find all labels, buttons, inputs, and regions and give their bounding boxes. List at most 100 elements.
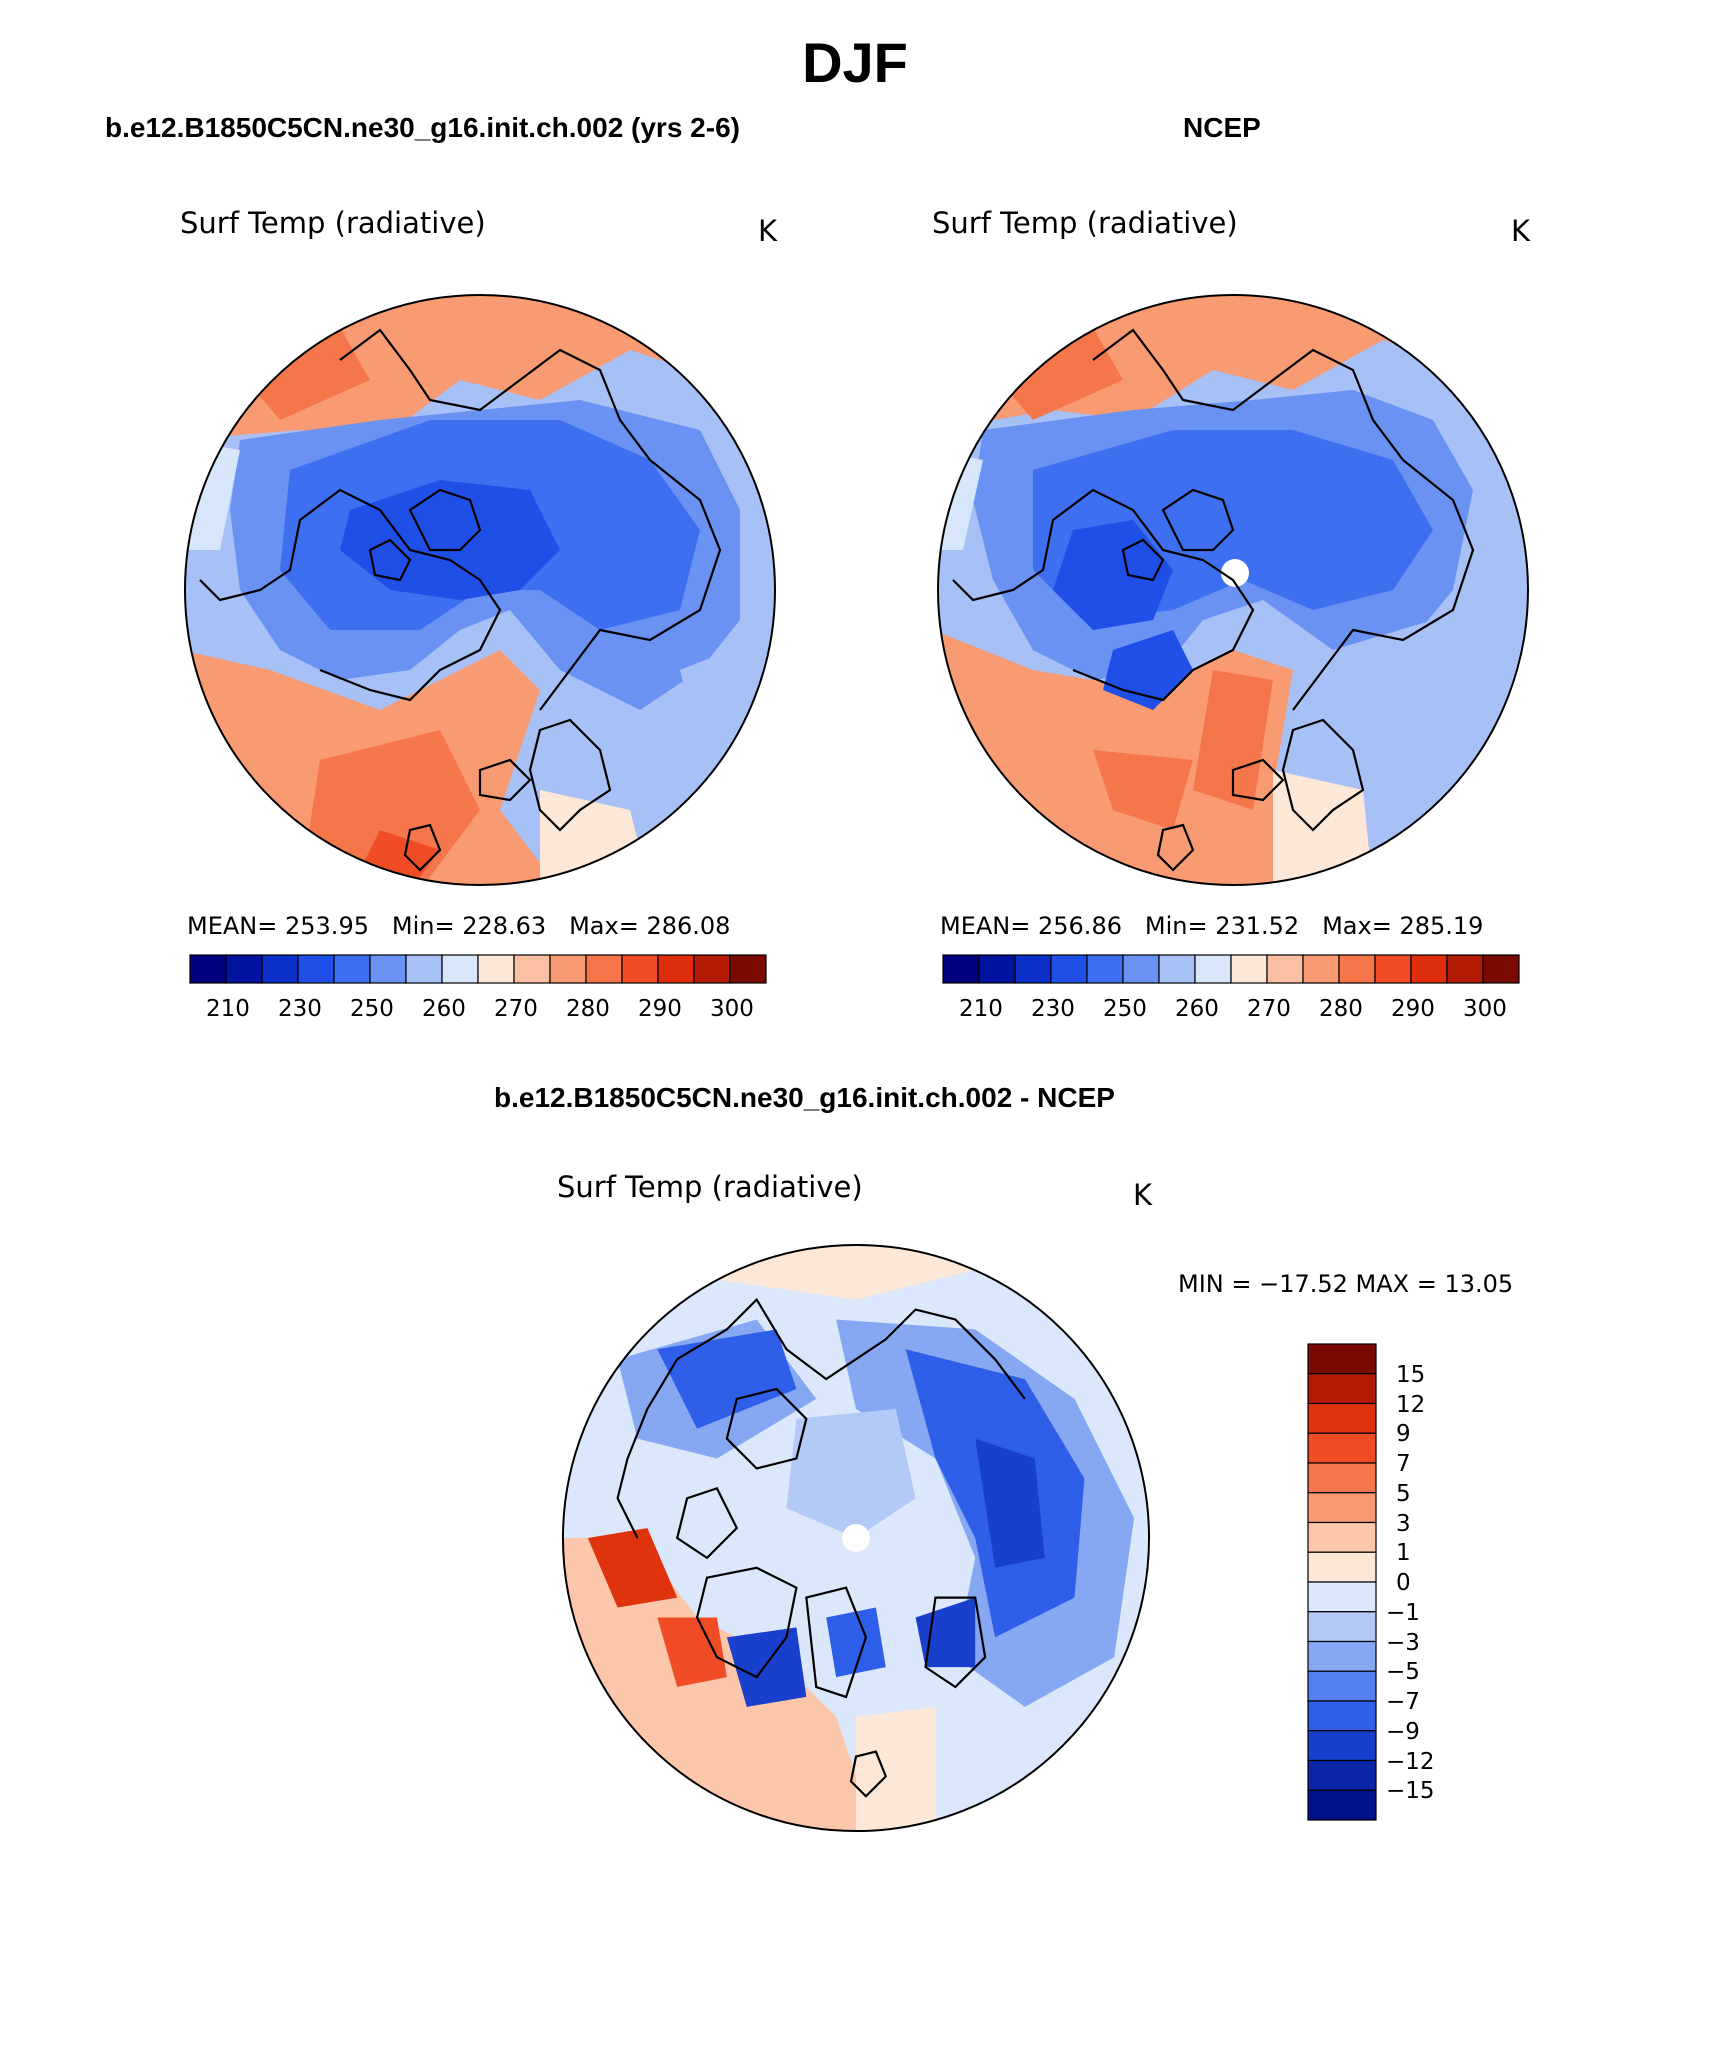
- colorbar-tick: 270: [1247, 996, 1291, 1022]
- stats-diff: MIN = −17.52 MAX = 13.05: [1178, 1270, 1514, 1298]
- colorbar-swatch: [1307, 1521, 1377, 1553]
- colorbar-swatch: [549, 954, 587, 984]
- colorbar-swatch: [1482, 954, 1520, 984]
- variable-label-model: Surf Temp (radiative): [180, 206, 486, 240]
- colorbar-tick: −9: [1386, 1719, 1420, 1745]
- colorbar-tick: 250: [1103, 996, 1147, 1022]
- colorbar-swatch: [1307, 1402, 1377, 1434]
- colorbar-swatch: [1158, 954, 1196, 984]
- colorbar-swatch: [441, 954, 479, 984]
- colorbar-tick: 210: [959, 996, 1003, 1022]
- min-label: Min=: [1144, 912, 1208, 940]
- colorbar-tick: −15: [1386, 1778, 1435, 1804]
- colorbar-tick: 0: [1396, 1570, 1411, 1596]
- colorbar-swatch: [1086, 954, 1124, 984]
- colorbar-swatch: [1374, 954, 1412, 984]
- colorbar-swatch: [297, 954, 335, 984]
- colorbar-swatch: [1302, 954, 1340, 984]
- colorbar-swatch: [333, 954, 371, 984]
- mean-value: 256.86: [1038, 912, 1122, 940]
- colorbar-tick: 250: [350, 996, 394, 1022]
- max-value: 285.19: [1399, 912, 1484, 940]
- colorbar-swatch: [1230, 954, 1268, 984]
- colorbar-tick: 210: [206, 996, 250, 1022]
- colorbar-model: [189, 954, 767, 984]
- colorbar-swatch: [1307, 1700, 1377, 1732]
- polar-map-diff: [561, 1243, 1151, 1833]
- colorbar-tick: 5: [1396, 1481, 1411, 1507]
- colorbar-tick: 7: [1396, 1451, 1411, 1477]
- min-label: Min=: [391, 912, 455, 940]
- colorbar-tick: −12: [1386, 1749, 1435, 1775]
- colorbar-tick: −5: [1386, 1659, 1420, 1685]
- colorbar-tick: 1: [1396, 1540, 1411, 1566]
- colorbar-swatch: [1307, 1373, 1377, 1405]
- polar-map-obs: [937, 294, 1529, 886]
- colorbar-swatch: [1307, 1551, 1377, 1583]
- stats-model: MEAN= 253.95 Min= 228.63 Max= 286.08: [187, 912, 730, 940]
- figure-title: DJF: [802, 31, 908, 94]
- colorbar-tick: 3: [1396, 1511, 1411, 1537]
- colorbar-swatch: [942, 954, 980, 984]
- colorbar-tick: 230: [1031, 996, 1075, 1022]
- colorbar-swatch: [1307, 1789, 1377, 1821]
- colorbar-swatch: [513, 954, 551, 984]
- colorbar-tick: 260: [1175, 996, 1219, 1022]
- variable-label-diff: Surf Temp (radiative): [557, 1170, 863, 1204]
- colorbar-swatch: [1307, 1759, 1377, 1791]
- colorbar-swatch: [1307, 1730, 1377, 1762]
- colorbar-swatch: [369, 954, 407, 984]
- units-label-model: K: [758, 214, 778, 248]
- colorbar-tick: 230: [278, 996, 322, 1022]
- colorbar-tick: 280: [566, 996, 610, 1022]
- colorbar-tick: 290: [1391, 996, 1435, 1022]
- polar-map-model: [184, 294, 776, 886]
- max-label: Max=: [569, 912, 639, 940]
- colorbar-diff: [1307, 1343, 1377, 1821]
- colorbar-swatch: [225, 954, 263, 984]
- mean-label: MEAN=: [187, 912, 278, 940]
- colorbar-swatch: [1194, 954, 1232, 984]
- colorbar-swatch: [1307, 1640, 1377, 1672]
- min-value: 228.63: [462, 912, 547, 940]
- colorbar-swatch: [1446, 954, 1484, 984]
- colorbar-tick: 300: [1463, 996, 1507, 1022]
- colorbar-swatch: [1307, 1492, 1377, 1524]
- colorbar-swatch: [585, 954, 623, 984]
- colorbar-swatch: [1307, 1462, 1377, 1494]
- mean-value: 253.95: [285, 912, 369, 940]
- stats-obs: MEAN= 256.86 Min= 231.52 Max= 285.19: [940, 912, 1483, 940]
- colorbar-tick: 15: [1396, 1362, 1426, 1388]
- panel-title-diff: b.e12.B1850C5CN.ne30_g16.init.ch.002 - N…: [494, 1082, 1115, 1113]
- colorbar-swatch: [261, 954, 299, 984]
- max-label: Max=: [1322, 912, 1392, 940]
- colorbar-swatch: [477, 954, 515, 984]
- max-value: 286.08: [646, 912, 731, 940]
- colorbar-swatch: [1307, 1670, 1377, 1702]
- colorbar-swatch: [1307, 1343, 1377, 1375]
- colorbar-tick: 280: [1319, 996, 1363, 1022]
- colorbar-swatch: [1338, 954, 1376, 984]
- colorbar-swatch: [693, 954, 731, 984]
- min-value: 231.52: [1215, 912, 1300, 940]
- colorbar-swatch: [1307, 1581, 1377, 1613]
- colorbar-tick: −1: [1386, 1600, 1420, 1626]
- panel-title-model: b.e12.B1850C5CN.ne30_g16.init.ch.002 (yr…: [105, 112, 740, 143]
- colorbar-swatch: [1050, 954, 1088, 984]
- colorbar-swatch: [405, 954, 443, 984]
- colorbar-swatch: [1307, 1611, 1377, 1643]
- colorbar-tick: 12: [1396, 1392, 1426, 1418]
- colorbar-swatch: [1307, 1432, 1377, 1464]
- units-label-diff: K: [1133, 1178, 1153, 1212]
- units-label-obs: K: [1511, 214, 1531, 248]
- colorbar-swatch: [189, 954, 227, 984]
- colorbar-tick: −3: [1386, 1630, 1420, 1656]
- colorbar-swatch: [978, 954, 1016, 984]
- colorbar-tick: 290: [638, 996, 682, 1022]
- mean-label: MEAN=: [940, 912, 1031, 940]
- colorbar-swatch: [1410, 954, 1448, 984]
- colorbar-swatch: [1014, 954, 1052, 984]
- panel-title-obs: NCEP: [1183, 112, 1261, 143]
- colorbar-swatch: [729, 954, 767, 984]
- colorbar-swatch: [621, 954, 659, 984]
